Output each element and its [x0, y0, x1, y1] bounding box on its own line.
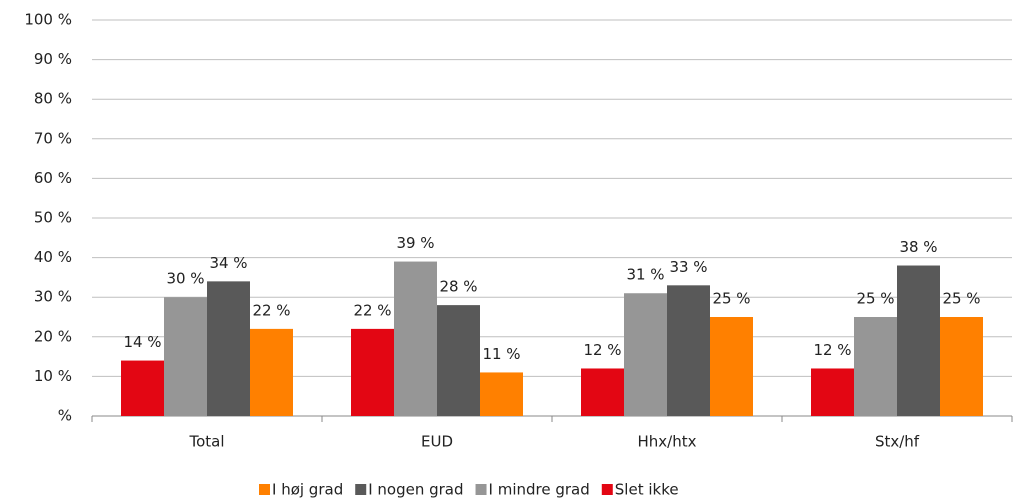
y-tick-label: 80 % — [34, 90, 72, 108]
x-tick-label: Total — [188, 433, 224, 451]
bar — [207, 281, 250, 416]
value-label: 38 % — [899, 238, 937, 256]
value-label: 25 % — [712, 290, 750, 308]
bar — [250, 328, 293, 416]
value-label: 12 % — [813, 341, 851, 359]
bar — [710, 317, 753, 416]
value-label: 30 % — [166, 270, 204, 288]
value-label: 11 % — [482, 345, 520, 363]
value-label: 14 % — [123, 333, 161, 351]
value-label: 25 % — [942, 290, 980, 308]
x-tick-label: Hhx/htx — [638, 433, 697, 451]
y-tick-label: 30 % — [34, 288, 72, 306]
y-tick-label: 40 % — [34, 248, 72, 266]
bar — [480, 372, 523, 416]
bar — [667, 285, 710, 416]
bar — [624, 293, 667, 416]
y-tick-label: 90 % — [34, 50, 72, 68]
legend-label: I mindre grad — [489, 481, 590, 499]
bar — [121, 360, 164, 416]
bar — [351, 328, 394, 416]
value-label: 22 % — [353, 301, 391, 319]
y-tick-label: 50 % — [34, 209, 72, 227]
legend-label: Slet ikke — [615, 481, 679, 499]
value-label: 39 % — [396, 234, 434, 252]
y-tick-label: 20 % — [34, 327, 72, 345]
value-label: 25 % — [856, 290, 894, 308]
legend-label: I nogen grad — [368, 481, 463, 499]
y-tick-label: 60 % — [34, 169, 72, 187]
value-label: 33 % — [669, 258, 707, 276]
y-tick-label: 100 % — [24, 11, 72, 29]
y-tick-label: 70 % — [34, 129, 72, 147]
y-tick-label: % — [58, 407, 72, 425]
bar — [437, 305, 480, 416]
legend-swatch — [355, 484, 367, 495]
value-label: 34 % — [209, 254, 247, 272]
value-label: 22 % — [252, 301, 290, 319]
y-tick-label: 10 % — [34, 367, 72, 385]
bar — [811, 368, 854, 416]
bar — [394, 261, 437, 416]
legend-swatch — [601, 484, 613, 495]
value-label: 28 % — [439, 278, 477, 296]
bar — [854, 317, 897, 416]
x-tick-label: Stx/hf — [875, 433, 920, 451]
legend-label: I høj grad — [272, 481, 343, 499]
value-label: 31 % — [626, 266, 664, 284]
x-tick-label: EUD — [421, 433, 453, 451]
bar — [164, 297, 207, 416]
bar — [581, 368, 624, 416]
bar — [940, 317, 983, 416]
legend-swatch — [475, 484, 487, 495]
legend-swatch — [259, 484, 270, 495]
bar — [897, 265, 940, 416]
value-label: 12 % — [583, 341, 621, 359]
